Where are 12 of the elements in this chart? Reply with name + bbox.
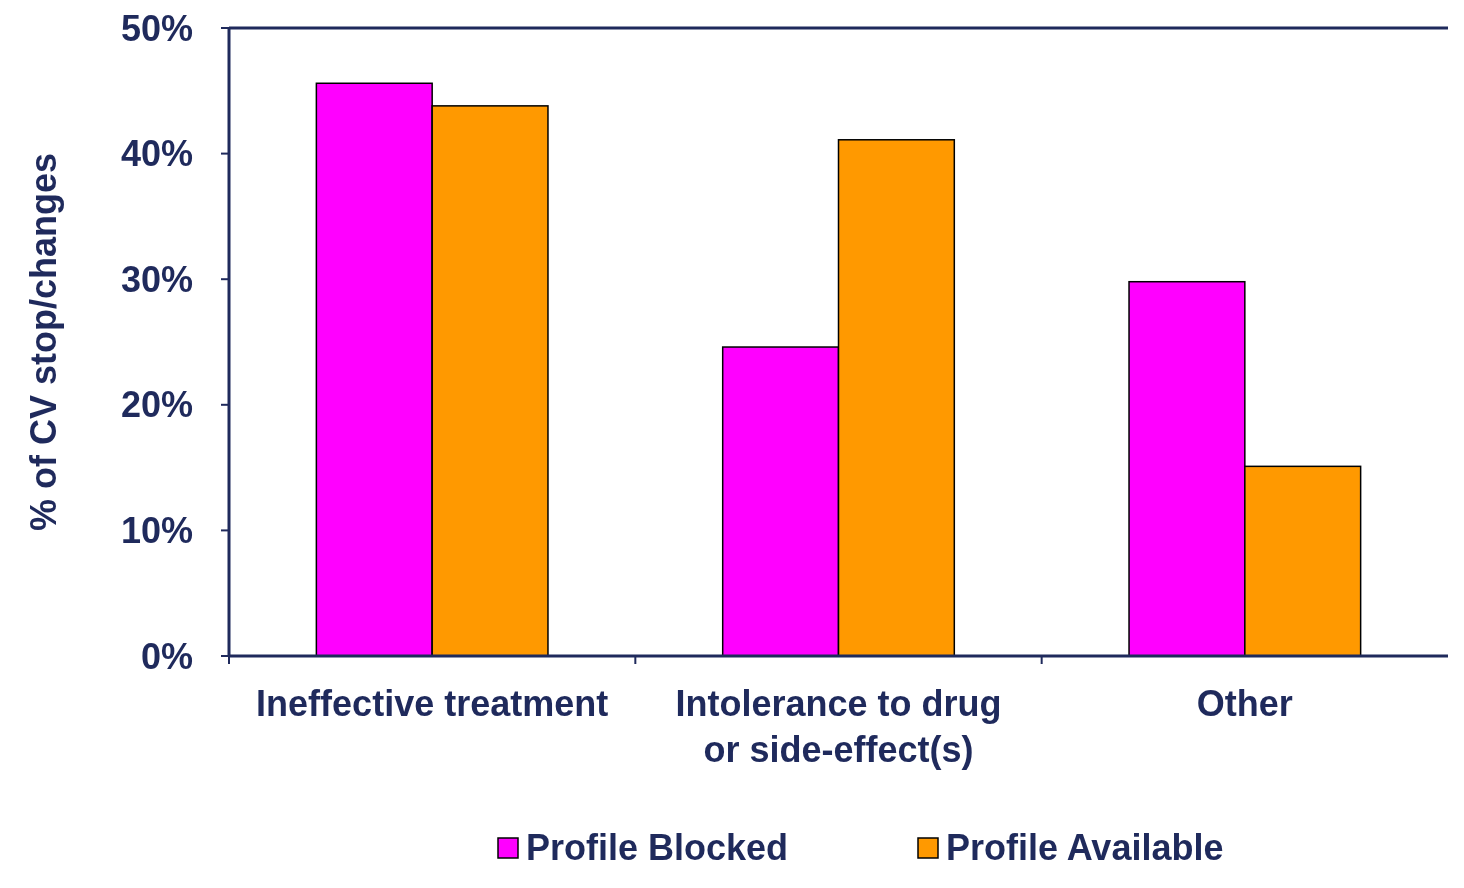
y-tick-label: 30% [120,258,193,300]
y-tick-label: 50% [120,7,193,49]
legend-label: Profile Available [946,827,1224,868]
x-tick-label: Intolerance to drug or side-effect(s) [675,683,1002,770]
y-tick-label: 20% [120,384,193,426]
y-tick-label: 10% [120,510,193,551]
y-tick-label: 40% [120,133,193,175]
y-tick-label: 0% [140,635,193,677]
legend-label: Profile Blocked [526,827,789,868]
x-tick-label: Other [1196,683,1293,724]
x-tick-label: Ineffective treatment [256,683,609,724]
y-axis-title: % of CV stop/changes [23,152,64,532]
